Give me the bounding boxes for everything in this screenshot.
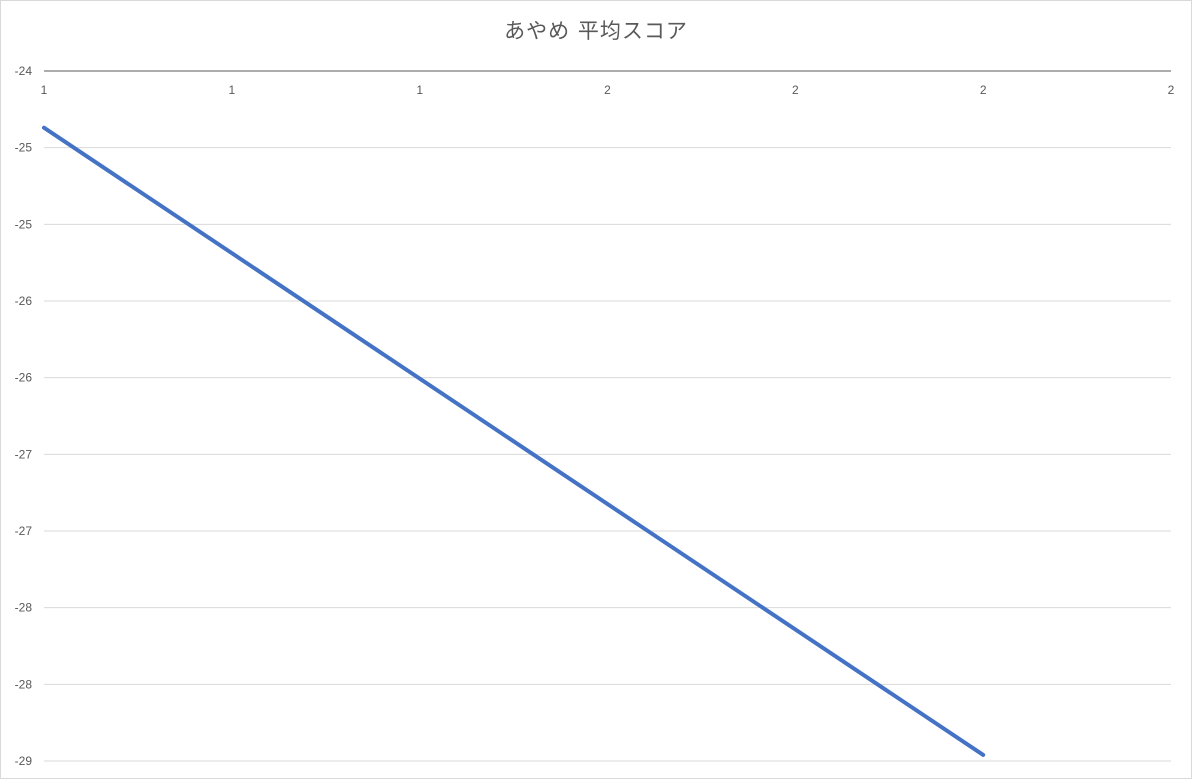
x-tick-label: 2 bbox=[980, 83, 987, 97]
y-tick-label: -25 bbox=[15, 217, 33, 231]
y-tick-label: -27 bbox=[15, 447, 33, 461]
x-tick-label: 2 bbox=[1168, 83, 1175, 97]
chart-title: あやめ 平均スコア bbox=[504, 19, 688, 43]
y-tick-label: -28 bbox=[15, 601, 33, 615]
y-tick-label: -27 bbox=[15, 524, 33, 538]
y-tick-label: -24 bbox=[15, 64, 33, 78]
y-tick-label: -26 bbox=[15, 371, 33, 385]
y-tick-label: -25 bbox=[15, 141, 33, 155]
y-tick-label: -26 bbox=[15, 294, 33, 308]
y-tick-label: -28 bbox=[15, 677, 33, 691]
x-tick-label: 2 bbox=[792, 83, 799, 97]
x-tick-label: 1 bbox=[416, 83, 423, 97]
x-tick-label: 1 bbox=[228, 83, 235, 97]
x-tick-label: 1 bbox=[41, 83, 48, 97]
x-tick-label: 2 bbox=[604, 83, 611, 97]
y-tick-label: -29 bbox=[15, 754, 33, 768]
series-line bbox=[42, 125, 986, 757]
